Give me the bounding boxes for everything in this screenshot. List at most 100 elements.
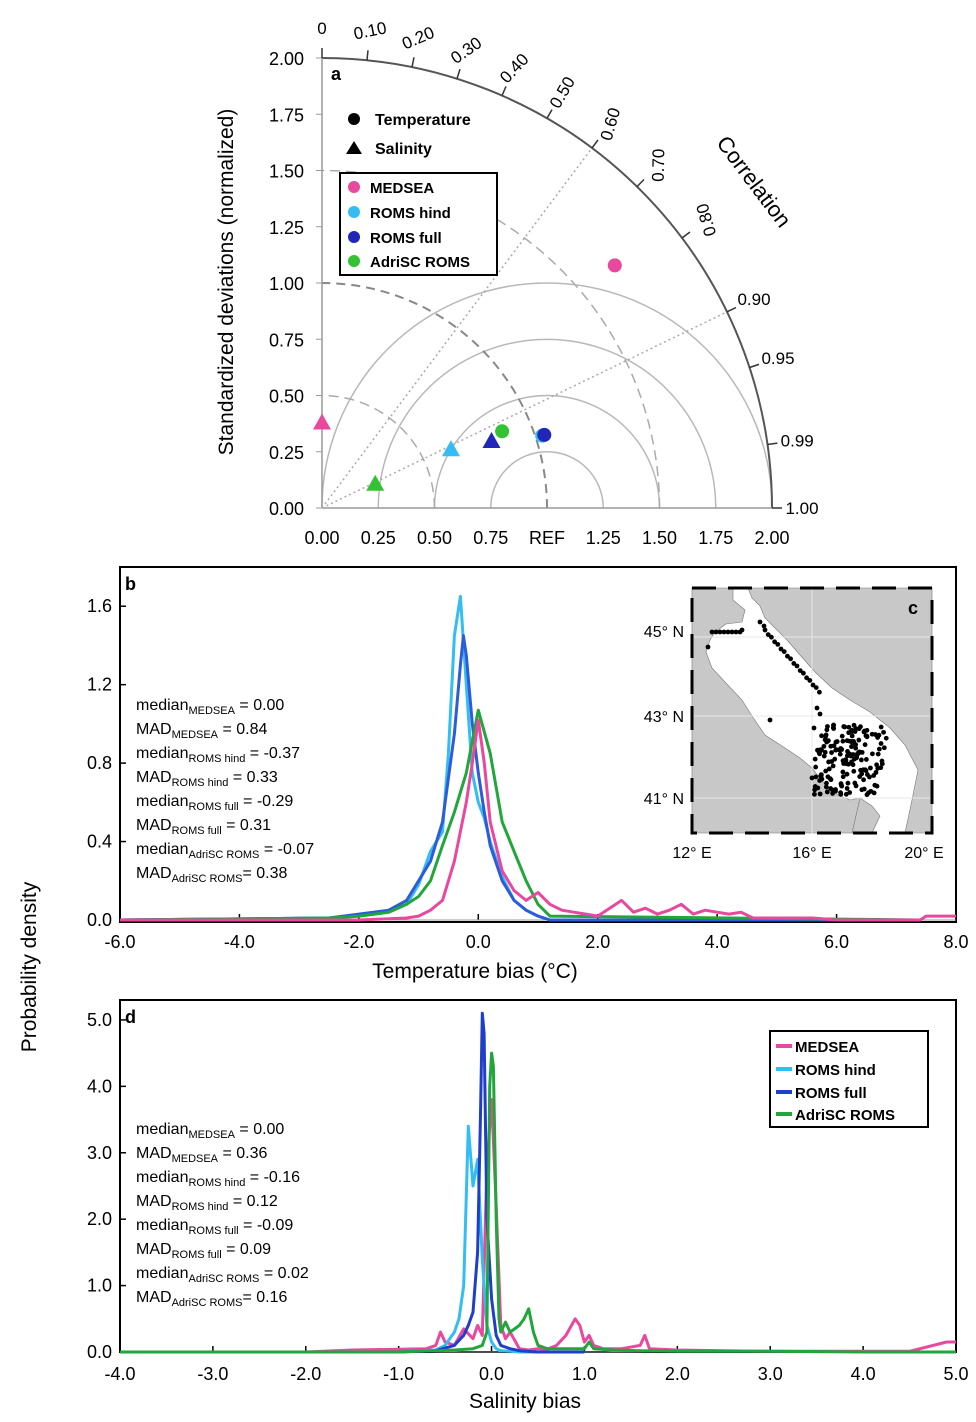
station-dot xyxy=(864,792,870,798)
std-tick-label: 2.00 xyxy=(269,49,304,69)
station-dot xyxy=(762,627,768,633)
station-dot xyxy=(838,746,844,751)
station-dot xyxy=(761,623,767,629)
series-line xyxy=(119,634,921,922)
station-dot xyxy=(818,772,824,778)
rms-circle xyxy=(490,451,604,509)
station-dot xyxy=(817,711,823,717)
station-dot xyxy=(829,750,834,755)
stat-base: MAD xyxy=(136,721,172,738)
rms-circle xyxy=(321,282,773,509)
station-dot xyxy=(833,787,838,792)
rms-circle xyxy=(377,338,717,509)
station-dot xyxy=(852,780,858,786)
stat-base: MAD xyxy=(136,1145,172,1162)
station-dot xyxy=(848,753,854,759)
stat-base: median xyxy=(136,1121,188,1138)
station-dot xyxy=(840,769,846,775)
taylor-points xyxy=(313,258,622,491)
corr-tick-mark xyxy=(546,109,553,119)
stat-value: = -0.16 xyxy=(245,1169,300,1186)
x-tick-label: 0.50 xyxy=(417,528,452,548)
temperature-point xyxy=(537,427,552,442)
station-dot xyxy=(837,751,843,757)
lat-label-45: 45° N xyxy=(644,624,684,641)
stat-line: MADROMS full = 0.31 xyxy=(136,817,271,837)
panel-label-a: a xyxy=(331,64,342,84)
corr-tick-label: 0.80 xyxy=(693,201,721,238)
y-tick-label: 5.0 xyxy=(87,1010,112,1030)
station-dot xyxy=(788,656,793,662)
station-dot xyxy=(822,749,828,755)
lon-label-20: 20° E xyxy=(904,845,943,862)
station-dot xyxy=(838,791,844,797)
stat-subscript: ROMS hind xyxy=(172,1201,229,1213)
panel-label-d: d xyxy=(125,1007,136,1027)
d-legend-roms-hind: ROMS hind xyxy=(795,1062,876,1079)
station-dot xyxy=(817,778,823,783)
station-dot xyxy=(830,763,836,769)
corr-tick-mark xyxy=(411,57,415,68)
stat-line: medianROMS hind = -0.37 xyxy=(136,745,300,765)
x-tick-label: -4.0 xyxy=(104,1364,135,1384)
station-dot xyxy=(833,739,839,745)
stat-subscript: AdriSC ROMS xyxy=(172,1297,243,1309)
temperature-marker-icon xyxy=(348,113,360,125)
station-dot xyxy=(874,783,880,789)
x-tick-label: 2.0 xyxy=(665,1364,690,1384)
x-tick-label: REF xyxy=(529,528,565,548)
legend-roms-full: ROMS full xyxy=(370,230,442,247)
stat-value: = 0.09 xyxy=(222,1241,271,1258)
panel-b-frame xyxy=(119,566,957,923)
stat-subscript: ROMS hind xyxy=(172,777,229,789)
std-tick-label: 0.50 xyxy=(269,387,304,407)
station-dot xyxy=(821,743,827,749)
station-dot xyxy=(801,670,806,676)
legend-salinity: Salinity xyxy=(375,141,432,158)
station-dot xyxy=(725,629,731,635)
legend-adrisc: AdriSC ROMS xyxy=(370,254,470,271)
x-tick-label: 6.0 xyxy=(824,932,849,952)
stat-subscript: MEDSEA xyxy=(188,1129,235,1141)
station-dot xyxy=(828,743,834,749)
station-dot xyxy=(804,675,809,681)
panel-d-xlabel: Salinity bias xyxy=(469,1390,581,1413)
stat-subscript: MEDSEA xyxy=(172,1153,219,1165)
station-dot xyxy=(822,737,828,743)
stat-subscript: MEDSEA xyxy=(172,729,219,741)
std-arc xyxy=(321,282,548,509)
lon-label-12: 12° E xyxy=(672,845,711,862)
std-tick-label: 0.25 xyxy=(269,443,304,463)
stat-value: = -0.09 xyxy=(239,1217,294,1234)
station-dot xyxy=(818,747,824,753)
stat-value: = 0.36 xyxy=(218,1145,267,1162)
corr-tick-mark xyxy=(591,139,599,149)
correlation-label: Correlation xyxy=(712,131,797,232)
station-dot xyxy=(829,759,835,764)
stat-line: medianMEDSEA = 0.00 xyxy=(136,1121,284,1141)
d-legend-adrisc: AdriSC ROMS xyxy=(795,1107,895,1124)
panel-b-axes: -6.0 -4.0 -2.0 0.0 2.0 4.0 6.0 8.0 0.0 0.4 0.8 1.2 1… xyxy=(87,596,969,952)
corr-tick-label: 0.99 xyxy=(781,431,814,450)
y-tick-label: 0.0 xyxy=(87,910,112,930)
marker-legend: Temperature Salinity xyxy=(346,112,471,158)
panel-label-b: b xyxy=(125,574,136,594)
station-dot xyxy=(844,771,850,777)
station-dot xyxy=(878,724,884,730)
corr-tick-mark xyxy=(767,442,778,446)
station-dot xyxy=(838,783,844,788)
stat-base: median xyxy=(136,1217,188,1234)
station-dot xyxy=(859,787,865,793)
std-tick-label: 0.00 xyxy=(269,499,304,519)
station-dot xyxy=(813,685,819,690)
station-dot xyxy=(861,729,867,735)
panel-d-lines xyxy=(120,1011,956,1354)
y-tick-label: 1.0 xyxy=(87,1276,112,1296)
stat-base: median xyxy=(136,745,188,762)
corr-tick-label: 0.90 xyxy=(737,290,770,309)
station-dot xyxy=(840,774,846,780)
station-dot xyxy=(813,774,819,780)
salinity-point xyxy=(441,440,460,457)
station-dot xyxy=(851,722,857,728)
